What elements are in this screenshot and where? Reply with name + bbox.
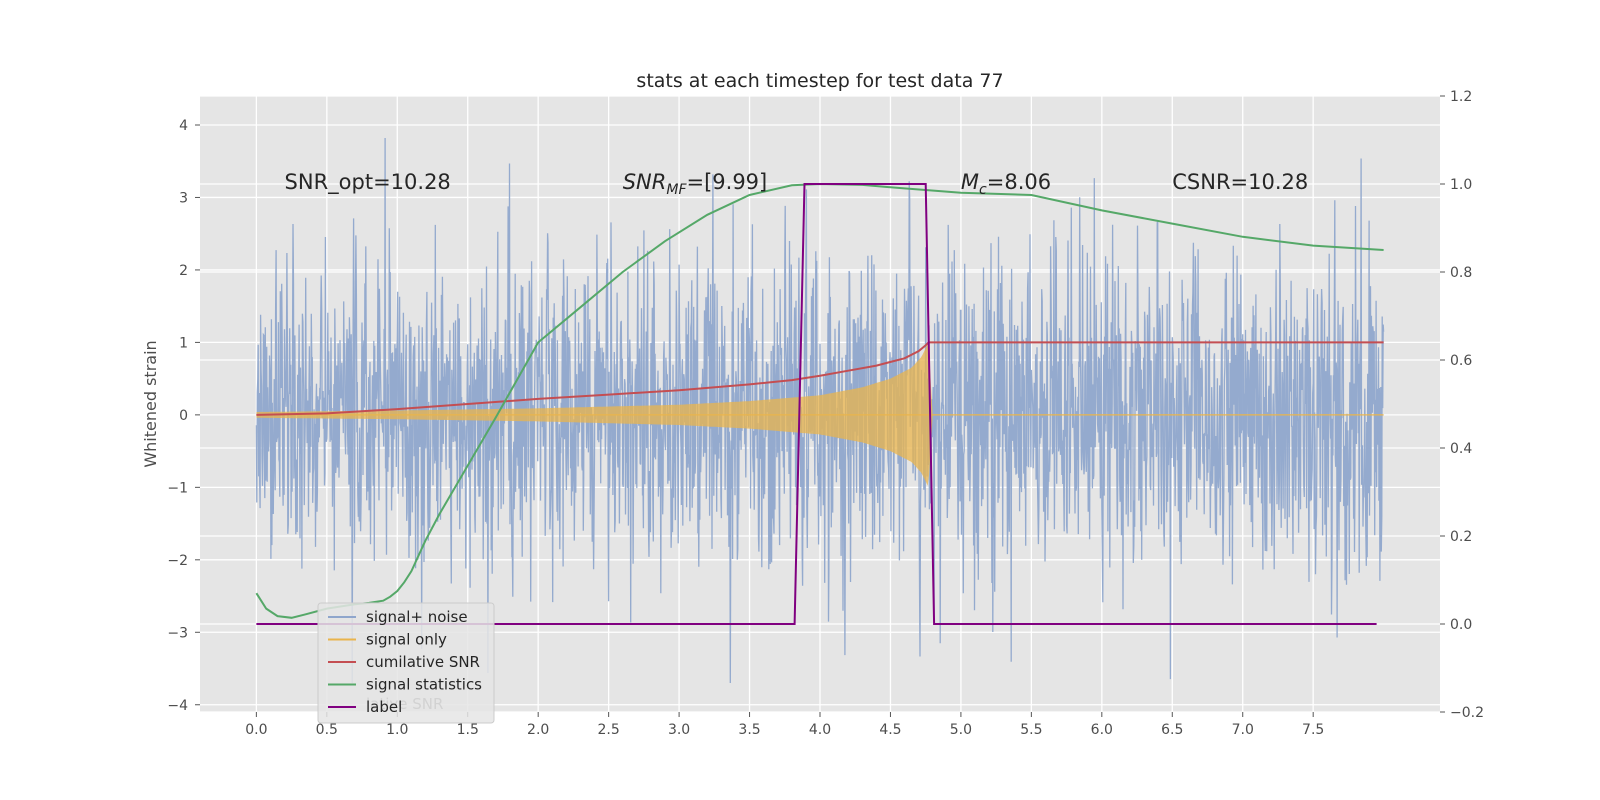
y-axis-label: Whitened strain xyxy=(141,340,160,467)
x-tick-label: 3.5 xyxy=(738,722,760,738)
x-tick-label: 5.5 xyxy=(1020,722,1042,738)
x-tick-label: 0.0 xyxy=(245,722,267,738)
y2-tick-label: 1.2 xyxy=(1450,89,1472,105)
y-tick-label: 4 xyxy=(179,118,188,134)
x-tick-label: 7.5 xyxy=(1302,722,1324,738)
legend-ghost-text: lative SNR xyxy=(366,695,443,713)
y2-tick-label: −0.2 xyxy=(1450,705,1484,721)
y-tick-label: −4 xyxy=(167,698,188,714)
legend-box xyxy=(317,602,495,724)
x-tick-label: 1.0 xyxy=(386,722,408,738)
y-tick-label: −1 xyxy=(167,480,188,496)
axes-layer: 0.0 0.5 1.0 1.5 2.0 2.5 3.0 3.5 4.0 4.5 5.0 5.5 6.0 6… xyxy=(167,89,1484,738)
x-tick-label: 3.0 xyxy=(668,722,690,738)
y2-tick-label: 0.6 xyxy=(1450,353,1472,369)
legend-entry: label xyxy=(366,698,402,716)
y-tick-label: 2 xyxy=(179,263,188,279)
annotation-2: SNRMF=[9.99] xyxy=(623,170,768,198)
y2-tick-label: 0.2 xyxy=(1450,529,1472,545)
legend: lative SNR signal+ noise signal only cumila… xyxy=(317,602,495,724)
y-tick-label: 3 xyxy=(179,190,188,206)
x-tick-label: 1.5 xyxy=(457,722,479,738)
x-tick-label: 4.0 xyxy=(809,722,831,738)
x-tick-label: 4.5 xyxy=(879,722,901,738)
legend-entry: cumilative SNR xyxy=(366,653,480,671)
x-tick-label: 6.0 xyxy=(1091,722,1113,738)
label-line xyxy=(256,183,1377,625)
y2-tick-label: 0.4 xyxy=(1450,441,1472,457)
y-tick-label: 0 xyxy=(179,408,188,424)
x-tick-label: 2.5 xyxy=(598,722,620,738)
legend-entry: signal only xyxy=(366,631,447,649)
annotation-3: Mc=8.06 xyxy=(961,170,1051,198)
x-tick-label: 5.0 xyxy=(950,722,972,738)
y2-tick-label: 0.0 xyxy=(1450,617,1472,633)
y2-tick-label: 1.0 xyxy=(1450,177,1472,193)
legend-entry: signal statistics xyxy=(366,676,482,694)
y2-tick-label: 0.8 xyxy=(1450,265,1472,281)
x-tick-label: 2.0 xyxy=(527,722,549,738)
cumilative-snr-line xyxy=(256,341,1384,416)
x-tick-label: 6.5 xyxy=(1161,722,1183,738)
legend-entry: signal+ noise xyxy=(366,608,468,626)
chart-title: stats at each timestep for test data 77 xyxy=(636,70,1003,92)
x-tick-label: 0.5 xyxy=(316,722,338,738)
x-tick-label: 7.0 xyxy=(1232,722,1254,738)
annotation-4: CSNR=10.28 xyxy=(1172,170,1308,194)
y-tick-label: 1 xyxy=(179,335,188,351)
y-tick-label: −2 xyxy=(167,553,188,569)
annotation-1: SNR_opt=10.28 xyxy=(285,170,451,195)
annotations: SNR_opt=10.28 SNRMF=[9.99] Mc=8.06 CSNR=10.… xyxy=(285,170,1309,198)
y-tick-label: −3 xyxy=(167,625,188,641)
